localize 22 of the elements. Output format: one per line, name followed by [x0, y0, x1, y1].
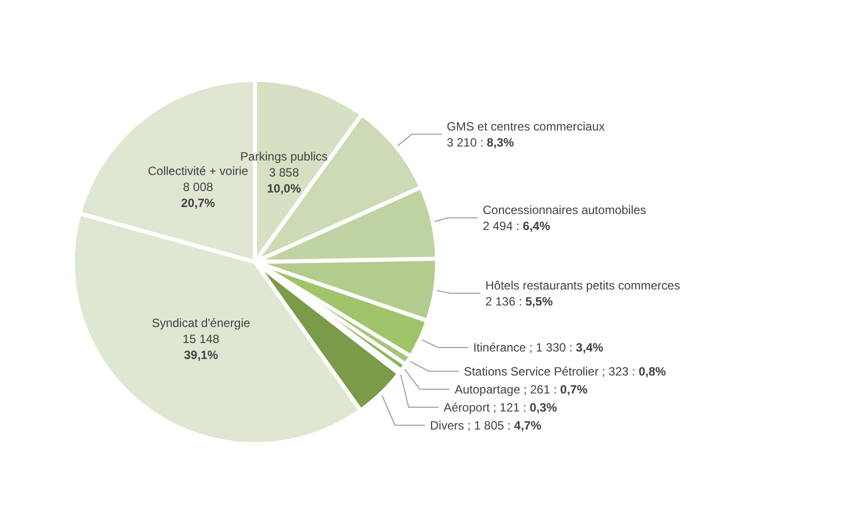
- slice-label: Collectivité + voirie: [148, 164, 249, 178]
- data-label: ; 261 : 0,7%: [523, 382, 588, 396]
- data-label: 8 008 20,7%: [181, 180, 216, 210]
- slice-label: Aéroport: [444, 400, 490, 414]
- data-label: 3 210 : 8,3%: [446, 135, 514, 150]
- data-label: 15 148 39,1%: [182, 332, 220, 362]
- slice-label: Autopartage: [454, 382, 520, 396]
- slice-label: Itinérance: [473, 340, 526, 355]
- data-label: 3 858 10,0%: [266, 166, 302, 196]
- slice-label: Syndicat d'énergie: [152, 316, 250, 330]
- data-label: 2 136 : 5,5%: [485, 294, 554, 308]
- slice-label: Parkings publics: [240, 150, 328, 164]
- slice-label: GMS et centres commerciaux: [446, 119, 605, 134]
- data-label: 2 494 : 6,4%: [482, 218, 550, 233]
- data-label: ; 323 : 0,8%: [602, 364, 666, 378]
- data-label: ; 1 330 : 3,4%: [529, 340, 604, 355]
- slice-label: Concessionnaires automobiles: [482, 202, 646, 217]
- slice-label: Stations Service Pétrolier: [464, 364, 599, 378]
- data-label: ; 1 805 : 4,7%: [467, 418, 542, 432]
- slice-label: Hôtels restaurants petits commerces: [485, 278, 680, 292]
- slice-label: Divers: [430, 418, 464, 432]
- data-label: ; 121 : 0,3%: [492, 400, 558, 414]
